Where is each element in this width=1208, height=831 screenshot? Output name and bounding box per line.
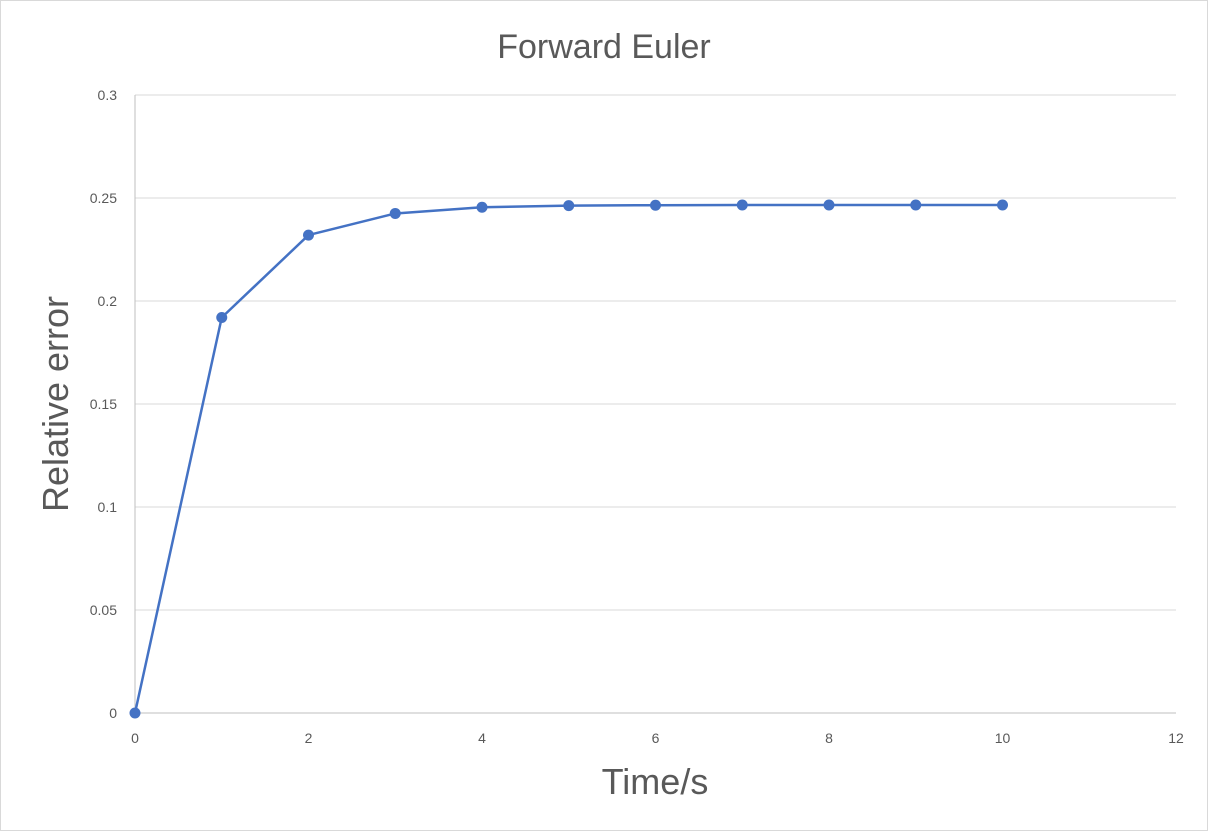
series-line bbox=[133, 203, 1004, 715]
x-tick-label: 12 bbox=[1168, 730, 1184, 746]
data-point bbox=[736, 199, 748, 211]
data-series bbox=[129, 199, 1008, 719]
y-tick-label: 0.2 bbox=[98, 293, 118, 309]
data-point bbox=[216, 311, 228, 323]
data-point bbox=[823, 199, 835, 211]
data-point bbox=[303, 229, 314, 241]
y-tick-label: 0.05 bbox=[90, 602, 117, 618]
x-tick-label: 10 bbox=[995, 730, 1011, 746]
data-point bbox=[910, 199, 922, 211]
x-axis-title: Time/s bbox=[602, 761, 709, 802]
data-point bbox=[563, 200, 575, 212]
x-axis-ticks: 0 2 4 6 8 10 12 bbox=[131, 730, 1184, 746]
y-tick-label: 0 bbox=[109, 705, 117, 721]
data-point bbox=[997, 199, 1008, 211]
data-point bbox=[389, 207, 401, 219]
chart-title: Forward Euler bbox=[497, 28, 711, 66]
x-tick-label: 6 bbox=[652, 730, 660, 746]
x-tick-label: 0 bbox=[131, 730, 139, 746]
data-point bbox=[476, 201, 488, 213]
x-tick-label: 8 bbox=[825, 730, 833, 746]
gridlines bbox=[135, 94, 1176, 611]
y-axis-title: Relative error bbox=[35, 296, 76, 512]
y-tick-label: 0.3 bbox=[98, 87, 118, 103]
x-tick-label: 4 bbox=[478, 730, 486, 746]
y-axis-ticks: 0 0.05 0.1 0.15 0.2 0.25 0.3 bbox=[90, 87, 117, 721]
axes bbox=[134, 95, 1176, 714]
y-tick-label: 0.1 bbox=[98, 499, 118, 515]
data-point bbox=[129, 707, 141, 719]
data-point bbox=[650, 199, 661, 211]
y-tick-label: 0.25 bbox=[90, 190, 117, 206]
x-tick-label: 2 bbox=[305, 730, 313, 746]
y-tick-label: 0.15 bbox=[90, 396, 117, 412]
